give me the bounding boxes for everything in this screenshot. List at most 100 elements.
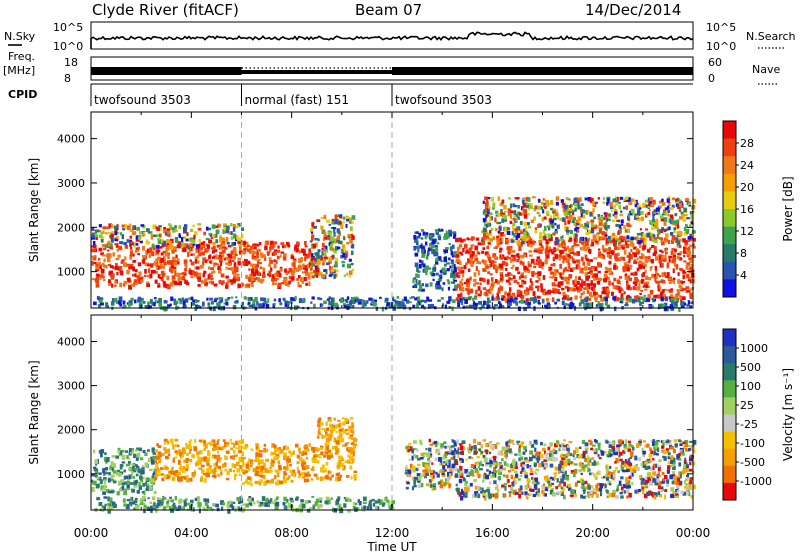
range-cell [135,468,138,471]
range-cell [626,282,629,286]
range-cell [594,266,597,271]
range-cell [185,263,187,268]
range-cell [452,307,454,312]
range-cell [193,473,195,478]
range-cell [117,450,120,453]
range-cell [612,233,615,236]
range-cell [314,238,318,241]
range-cell [312,263,315,267]
range-cell [649,454,653,458]
range-cell [570,302,573,305]
range-cell [689,245,692,248]
freq-band [242,70,393,74]
range-cell [509,282,512,285]
range-cell [273,259,275,262]
range-cell [595,202,598,204]
range-cell [158,298,162,303]
range-cell [564,305,566,309]
range-cell [517,290,521,295]
range-cell [346,219,348,222]
range-cell [158,459,161,463]
range-cell [457,249,459,253]
range-cell [435,247,438,252]
range-cell [590,259,593,262]
range-cell [640,240,642,243]
range-cell [354,438,357,442]
range-cell [570,287,573,291]
range-cell [500,254,502,258]
range-cell [468,290,470,295]
range-cell [539,240,541,243]
range-cell [138,271,141,275]
range-cell [149,469,153,471]
range-cell [516,197,519,199]
range-cell [530,297,533,301]
range-cell [662,472,665,475]
range-cell [502,256,504,258]
range-cell [343,237,345,241]
range-cell [442,268,446,273]
range-cell [415,253,419,257]
range-cell [437,242,440,244]
range-cell [242,482,246,484]
range-cell [95,264,98,266]
range-cell [679,216,683,219]
range-cell [576,260,579,263]
range-cell [660,215,664,218]
range-cell [486,462,490,464]
range-cell [339,423,342,426]
range-cell [670,494,674,498]
range-cell [491,197,494,202]
range-cell [103,279,106,281]
range-cell [499,272,502,274]
range-cell [216,462,218,467]
range-cell [107,250,109,252]
range-cell [413,454,416,456]
range-cell [342,253,345,258]
range-cell [326,250,329,253]
range-cell [308,443,310,447]
range-cell [497,297,500,300]
range-cell [349,458,352,462]
range-cell [634,201,636,204]
range-cell [446,262,450,264]
range-cell [432,273,435,276]
range-cell [277,481,279,485]
range-cell [194,271,198,275]
range-cell [303,277,306,281]
range-cell [222,446,224,450]
range-cell [128,458,130,460]
range-cell [404,297,407,302]
range-cell [553,211,556,213]
range-cell [382,307,384,312]
range-cell [203,473,206,475]
range-cell [124,470,126,473]
range-cell [143,301,146,304]
range-cell [120,479,124,483]
range-cell [417,299,420,301]
range-cell [343,221,345,224]
range-cell [159,455,162,458]
range-cell [325,468,327,472]
range-cell [654,246,657,250]
range-cell [523,222,527,227]
range-cell [602,236,605,238]
range-cell [488,206,490,210]
range-cell [162,244,165,247]
range-cell [569,215,573,220]
range-cell [530,278,532,282]
range-cell [541,202,544,205]
range-cell [265,459,269,462]
range-cell [198,228,202,231]
range-cell [163,229,166,233]
range-cell [332,475,334,478]
range-cell [175,450,178,453]
range-cell [165,253,169,256]
range-cell [556,240,560,244]
range-cell [676,265,679,270]
range-cell [321,217,324,219]
range-cell [221,274,225,278]
range-cell [443,257,447,262]
range-cell [487,271,490,274]
range-cell [227,279,229,283]
